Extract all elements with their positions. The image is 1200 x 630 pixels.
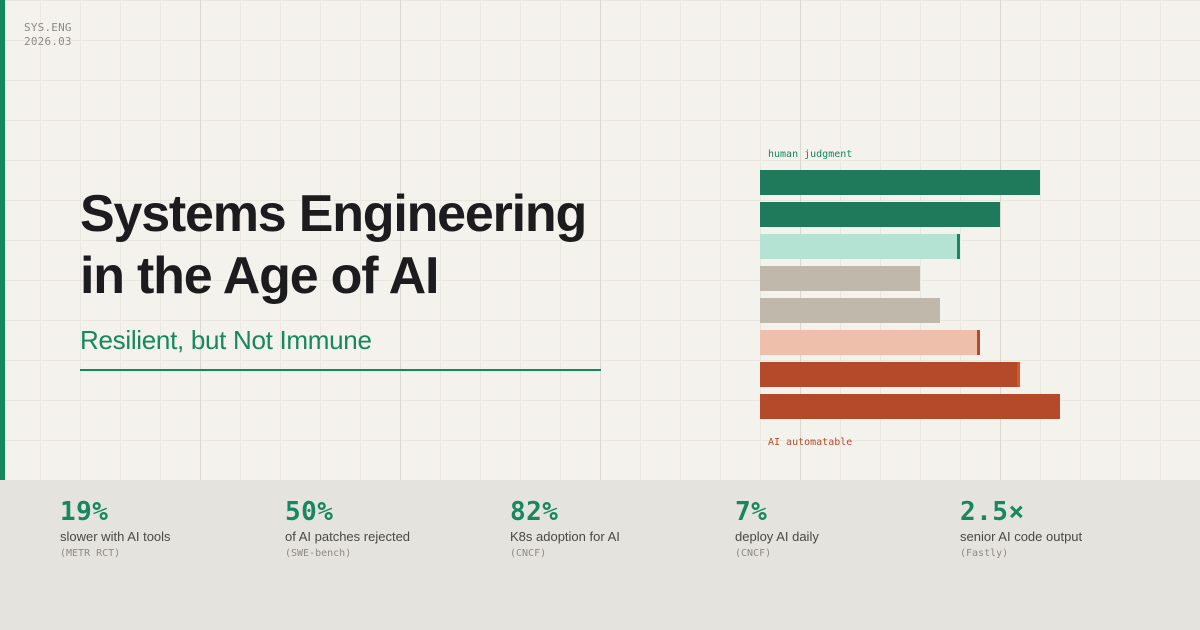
chart-bar xyxy=(760,266,920,291)
bar-chart xyxy=(760,170,1100,420)
corner-tag-line2: 2026.03 xyxy=(24,35,72,48)
subtitle-underline xyxy=(80,369,601,371)
stat-item: 7% deploy AI daily (CNCF) xyxy=(735,496,955,561)
accent-bar xyxy=(0,0,5,480)
stat-item: 2.5× senior AI code output (Fastly) xyxy=(960,496,1180,561)
stat-source: (METR RCT) xyxy=(60,548,121,559)
chart-bar xyxy=(760,298,940,323)
stat-label: of AI patches rejected xyxy=(285,529,411,544)
chart-bar xyxy=(760,170,1040,195)
stat-item: 50% of AI patches rejected (SWE-bench) xyxy=(285,496,505,561)
page-title-line1: Systems Engineering xyxy=(80,185,587,243)
page-title: Systems Engineering in the Age of AI xyxy=(80,183,680,307)
stat-label: deploy AI daily xyxy=(735,529,819,544)
stat-value: 7% xyxy=(735,497,768,527)
chart-bar xyxy=(760,234,960,259)
stat-source: (CNCF) xyxy=(735,548,772,559)
stat-item: 19% slower with AI tools (METR RCT) xyxy=(60,496,280,561)
chart-bar-end-marker xyxy=(1017,362,1020,387)
stat-value: 50% xyxy=(285,497,334,527)
chart-top-label: human judgment xyxy=(768,149,853,160)
chart-bottom-label: AI automatable xyxy=(768,437,853,448)
stat-label: senior AI code output xyxy=(960,529,1083,544)
stat-source: (CNCF) xyxy=(510,548,547,559)
corner-tag: SYS.ENG 2026.03 xyxy=(24,21,72,49)
stat-label: K8s adoption for AI xyxy=(510,529,620,544)
page-title-line2: in the Age of AI xyxy=(80,247,439,305)
stat-source: (SWE-bench) xyxy=(285,548,352,559)
chart-bar xyxy=(760,202,1000,227)
stat-value: 19% xyxy=(60,497,109,527)
stat-value: 2.5× xyxy=(960,497,1025,527)
chart-bar xyxy=(760,362,1020,387)
stat-label: slower with AI tools xyxy=(60,529,171,544)
stat-value: 82% xyxy=(510,497,559,527)
corner-tag-line1: SYS.ENG xyxy=(24,21,72,34)
stat-item: 82% K8s adoption for AI (CNCF) xyxy=(510,496,730,561)
page-subtitle: Resilient, but Not Immune xyxy=(80,325,372,355)
stats-footer xyxy=(0,480,1200,630)
chart-bar xyxy=(760,330,980,355)
chart-bar-end-marker xyxy=(977,330,980,355)
chart-bar-end-marker xyxy=(957,234,960,259)
chart-bar xyxy=(760,394,1060,419)
stat-source: (Fastly) xyxy=(960,548,1009,559)
